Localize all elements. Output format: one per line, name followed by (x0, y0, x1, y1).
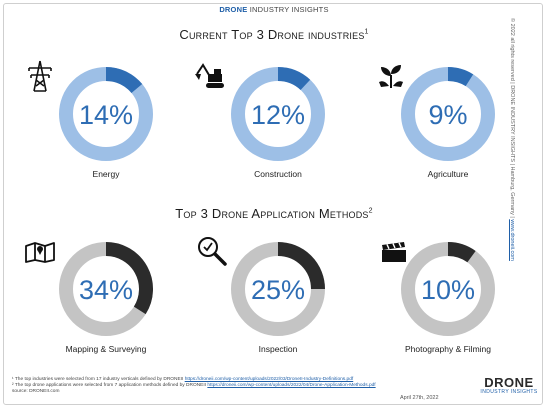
clapperboard-icon (382, 242, 406, 262)
brand-accent: DRONE (219, 5, 248, 14)
donut-slice-energy (105, 67, 143, 94)
logo-tagline: INDUSTRY INSIGHTS (480, 389, 538, 395)
copyright-text: © 2022 all rights reserved | DRONE INDUS… (509, 18, 515, 220)
donut-slice-inspection (277, 242, 325, 290)
value-label-construction: 12% (251, 100, 305, 130)
section-2-title: Top 3 Drone Application Methods2 (0, 206, 548, 221)
footnote-2-text: ² The top drone applications were select… (12, 383, 208, 388)
section-1-title-footnote-mark: 1 (364, 28, 369, 36)
donut-slice-photography-and-filming (447, 242, 476, 263)
publication-date: April 27th, 2022 (400, 395, 439, 401)
value-label-inspection: 25% (251, 275, 305, 305)
category-label-construction: Construction (254, 169, 302, 179)
category-label-energy: Energy (93, 169, 121, 179)
brand-header: DRONE INDUSTRY INSIGHTS (0, 5, 548, 14)
value-label-energy: 14% (79, 100, 133, 130)
category-label-mapping-and-surveying: Mapping & Surveying (66, 344, 147, 354)
copyright-side-note: © 2022 all rights reserved | DRONE INDUS… (501, 18, 515, 380)
section-2-title-text: Top 3 Drone Application Methods (175, 206, 369, 221)
section-1-title-text: Current Top 3 Drone industries (179, 27, 365, 42)
infographic-frame (3, 3, 543, 405)
footnote-2: ² The top drone applications were select… (12, 383, 442, 389)
donut-slice-mapping-and-surveying (105, 242, 153, 315)
website-link[interactable]: www.droneii.com (509, 219, 515, 261)
footnote-1-text: ¹ The top industries were selected from … (12, 377, 185, 382)
plant-icon (379, 65, 403, 88)
section-2-title-footnote-mark: 2 (368, 207, 373, 215)
value-label-mapping-and-surveying: 34% (79, 275, 133, 305)
donut-slice-agriculture (447, 67, 474, 87)
donut-slice-construction (277, 67, 311, 91)
drone-industry-insights-logo: DRONE INDUSTRY INSIGHTS (479, 376, 539, 395)
power-tower-icon (28, 60, 52, 92)
excavator-icon (195, 63, 224, 88)
footnotes: ¹ The top industries were selected from … (12, 377, 442, 395)
map-icon (25, 242, 55, 263)
footnote-2-link[interactable]: https://droneii.com/wp-content/uploads/2… (207, 383, 376, 388)
footnote-1: ¹ The top industries were selected from … (12, 377, 442, 383)
category-label-photography-and-filming: Photography & Filming (405, 344, 491, 354)
source-note: source: DRONEII.com (12, 389, 60, 394)
magnifier-icon (198, 237, 227, 266)
category-label-agriculture: Agriculture (428, 169, 469, 179)
brand-rest: INDUSTRY INSIGHTS (247, 5, 329, 14)
value-label-photography-and-filming: 10% (421, 275, 475, 305)
category-label-inspection: Inspection (259, 344, 298, 354)
value-label-agriculture: 9% (428, 100, 467, 130)
footnote-1-link[interactable]: https://droneii.com/wp-content/uploads/2… (184, 377, 354, 382)
section-1-title: Current Top 3 Drone industries1 (0, 27, 548, 42)
logo-wordmark: DRONE (484, 375, 534, 390)
